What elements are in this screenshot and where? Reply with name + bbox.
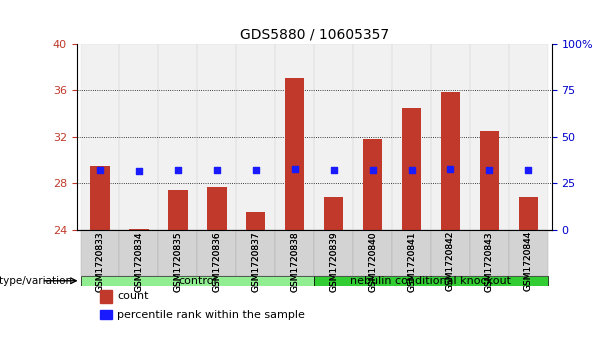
Point xyxy=(134,168,144,174)
Text: GSM1720842: GSM1720842 xyxy=(446,231,455,291)
Point xyxy=(368,167,378,173)
FancyBboxPatch shape xyxy=(80,276,314,286)
Text: genotype/variation: genotype/variation xyxy=(0,276,73,286)
Text: GSM1720834: GSM1720834 xyxy=(134,231,143,291)
Bar xyxy=(168,190,188,230)
Text: GSM1720841: GSM1720841 xyxy=(407,231,416,291)
Text: GSM1720838: GSM1720838 xyxy=(290,231,299,291)
FancyBboxPatch shape xyxy=(120,230,158,276)
Point xyxy=(173,167,183,173)
Point xyxy=(212,167,222,173)
Point xyxy=(290,167,300,172)
FancyBboxPatch shape xyxy=(470,44,509,230)
Bar xyxy=(519,197,538,230)
FancyBboxPatch shape xyxy=(120,44,158,230)
Point xyxy=(524,167,533,173)
Bar xyxy=(402,107,421,230)
FancyBboxPatch shape xyxy=(431,44,470,230)
FancyBboxPatch shape xyxy=(197,230,236,276)
FancyBboxPatch shape xyxy=(314,276,548,286)
Bar xyxy=(90,166,110,230)
Point xyxy=(446,167,455,172)
Text: control: control xyxy=(178,276,216,286)
Text: GSM1720834: GSM1720834 xyxy=(134,231,143,291)
FancyBboxPatch shape xyxy=(470,230,509,276)
FancyBboxPatch shape xyxy=(314,44,353,230)
FancyBboxPatch shape xyxy=(80,44,120,230)
Point xyxy=(95,167,105,173)
Text: nebulin conditional knockout: nebulin conditional knockout xyxy=(351,276,511,286)
Point xyxy=(251,167,261,173)
Text: count: count xyxy=(117,291,148,301)
Bar xyxy=(479,131,499,230)
Bar xyxy=(324,197,343,230)
FancyBboxPatch shape xyxy=(275,44,314,230)
Text: GSM1720835: GSM1720835 xyxy=(173,231,183,291)
Point xyxy=(484,167,494,173)
Bar xyxy=(101,310,112,319)
Text: GSM1720836: GSM1720836 xyxy=(212,231,221,291)
Bar xyxy=(441,93,460,230)
FancyBboxPatch shape xyxy=(392,44,431,230)
Text: GSM1720837: GSM1720837 xyxy=(251,231,261,291)
FancyBboxPatch shape xyxy=(431,230,470,276)
FancyBboxPatch shape xyxy=(236,230,275,276)
FancyBboxPatch shape xyxy=(236,44,275,230)
Text: GSM1720835: GSM1720835 xyxy=(173,231,183,291)
FancyBboxPatch shape xyxy=(353,230,392,276)
Title: GDS5880 / 10605357: GDS5880 / 10605357 xyxy=(240,27,389,41)
Bar xyxy=(246,212,265,230)
Text: GSM1720844: GSM1720844 xyxy=(524,231,533,291)
Bar xyxy=(363,139,383,230)
FancyBboxPatch shape xyxy=(353,44,392,230)
FancyBboxPatch shape xyxy=(314,230,353,276)
FancyBboxPatch shape xyxy=(509,44,548,230)
FancyBboxPatch shape xyxy=(275,230,314,276)
Bar xyxy=(101,290,112,303)
Bar xyxy=(129,229,149,230)
Text: GSM1720842: GSM1720842 xyxy=(446,231,455,291)
FancyBboxPatch shape xyxy=(158,44,197,230)
Text: GSM1720833: GSM1720833 xyxy=(96,231,104,291)
FancyBboxPatch shape xyxy=(158,230,197,276)
Bar xyxy=(285,78,305,230)
Text: percentile rank within the sample: percentile rank within the sample xyxy=(117,310,305,320)
Text: GSM1720844: GSM1720844 xyxy=(524,231,533,291)
Text: GSM1720840: GSM1720840 xyxy=(368,231,377,291)
FancyBboxPatch shape xyxy=(197,44,236,230)
Text: GSM1720840: GSM1720840 xyxy=(368,231,377,291)
Text: GSM1720837: GSM1720837 xyxy=(251,231,261,291)
Text: GSM1720843: GSM1720843 xyxy=(485,231,494,291)
Bar xyxy=(207,187,227,230)
Text: GSM1720841: GSM1720841 xyxy=(407,231,416,291)
FancyBboxPatch shape xyxy=(509,230,548,276)
FancyBboxPatch shape xyxy=(80,230,120,276)
Text: GSM1720836: GSM1720836 xyxy=(212,231,221,291)
Text: GSM1720843: GSM1720843 xyxy=(485,231,494,291)
Text: GSM1720838: GSM1720838 xyxy=(290,231,299,291)
Text: GSM1720839: GSM1720839 xyxy=(329,231,338,291)
FancyBboxPatch shape xyxy=(392,230,431,276)
Text: GSM1720839: GSM1720839 xyxy=(329,231,338,291)
Point xyxy=(406,167,416,173)
Point xyxy=(329,167,338,173)
Text: GSM1720833: GSM1720833 xyxy=(96,231,104,291)
